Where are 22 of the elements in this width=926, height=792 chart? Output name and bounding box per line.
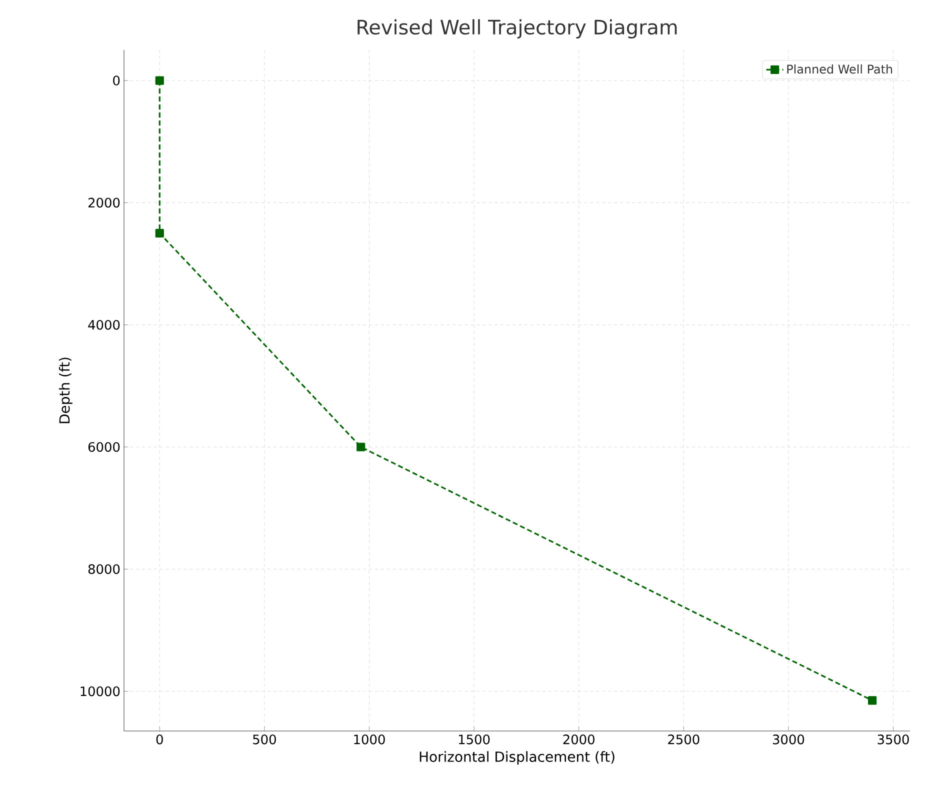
x-tick-label: 0 [156, 734, 163, 744]
y-tick-label: 8000 [88, 564, 120, 574]
x-tick-label: 2500 [668, 734, 700, 744]
y-axis-title: Depth (ft) [58, 358, 72, 424]
x-axis-title: Horizontal Displacement (ft) [420, 751, 614, 765]
point [155, 228, 164, 238]
y-tick-label: 4000 [88, 320, 120, 330]
y-tick-label: 2000 [88, 198, 120, 208]
x-tick-label: 2000 [563, 734, 594, 744]
x-tick-label: 3500 [878, 734, 909, 744]
point [868, 696, 877, 705]
x-tick-label: 1000 [354, 734, 385, 744]
y-tick-label: 10000 [80, 686, 120, 696]
chart-title: Revised Well Trajectory Diagram [358, 19, 677, 38]
y-tick-label: 0 [113, 76, 120, 86]
x-tick-label: 3000 [772, 734, 804, 744]
legend-label: Planned Well Path [787, 64, 892, 74]
y-tick-label: 6000 [88, 442, 120, 452]
x-tick-label: 1500 [458, 734, 490, 744]
x-tick-label: 500 [253, 734, 276, 744]
point [155, 76, 164, 85]
point [356, 442, 366, 452]
